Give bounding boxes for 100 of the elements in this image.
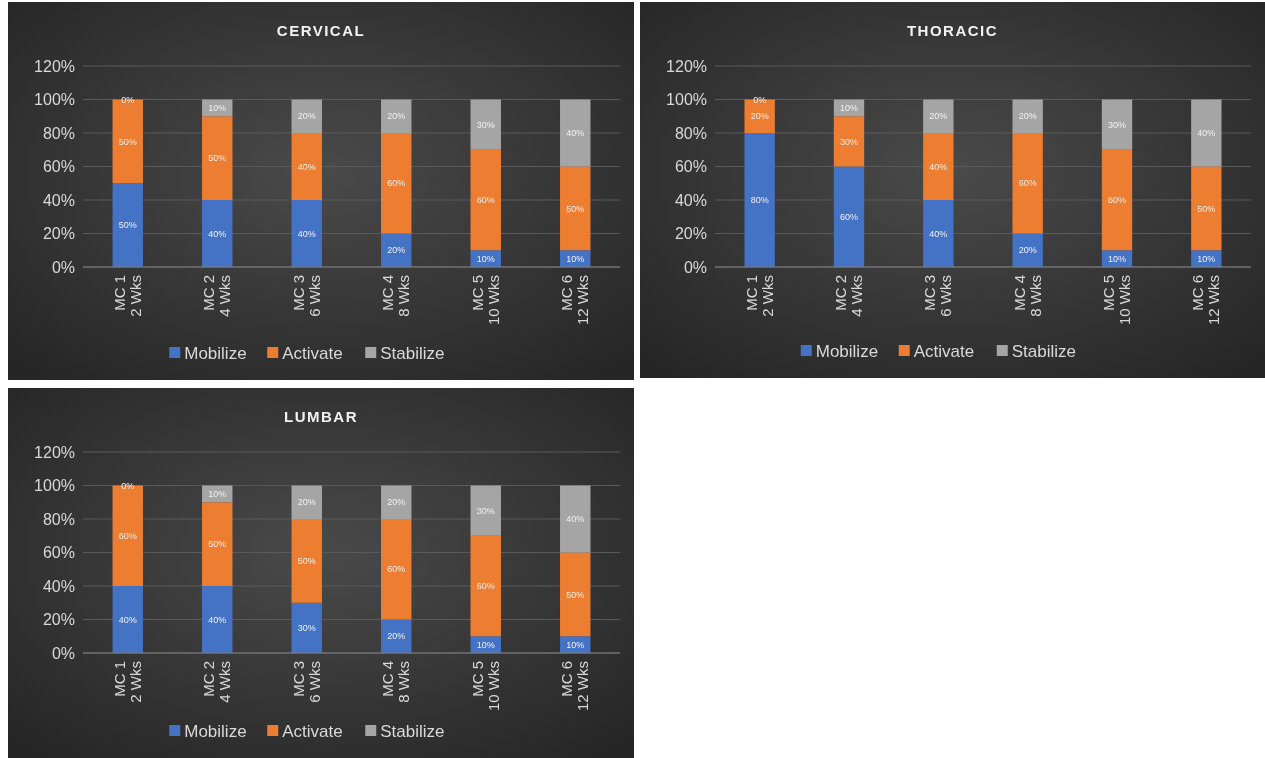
x-tick-label: MC 2 4 Wks — [200, 661, 234, 703]
data-label: 50% — [208, 153, 227, 164]
bar — [833, 116, 865, 167]
x-tick-label: MC 6 12 Wks — [558, 661, 592, 712]
bar — [112, 183, 143, 267]
y-tick-label: 100% — [34, 91, 75, 109]
bar — [560, 166, 591, 251]
data-label: 30% — [839, 136, 859, 147]
bar — [1191, 166, 1222, 251]
data-label: 40% — [208, 614, 227, 625]
data-label: 30% — [1107, 119, 1127, 130]
y-tick-label: 0% — [683, 258, 707, 276]
data-label: 20% — [1018, 111, 1037, 122]
data-label: 40% — [929, 161, 948, 172]
bar — [470, 99, 501, 150]
data-label: 50% — [118, 136, 137, 147]
data-label: 10% — [476, 253, 495, 264]
bar — [923, 200, 954, 267]
legend-label: Stabilize — [380, 721, 445, 741]
bar — [560, 485, 591, 553]
data-label: 60% — [839, 211, 859, 222]
data-label: 50% — [118, 220, 137, 231]
data-label: 10% — [1197, 253, 1216, 264]
bar — [923, 133, 954, 200]
data-label: 50% — [566, 203, 585, 214]
bar — [202, 502, 233, 586]
bar — [291, 519, 322, 603]
legend-label: Mobilize — [184, 343, 247, 363]
chart-title: CERVICAL — [276, 22, 366, 39]
data-label: 40% — [1197, 128, 1216, 139]
data-label: 50% — [566, 589, 585, 600]
y-tick-label: 20% — [42, 225, 75, 243]
legend-label: Activate — [282, 343, 343, 363]
x-tick-label: MC 1 2 Wks — [110, 275, 144, 317]
y-tick-label: 0% — [51, 644, 75, 662]
data-label: 40% — [566, 128, 585, 139]
data-label: 20% — [387, 111, 406, 122]
data-label: 50% — [1197, 203, 1216, 214]
x-tick-label: MC 3 6 Wks — [921, 275, 955, 317]
y-tick-label: 100% — [666, 91, 707, 109]
data-label: 50% — [208, 539, 227, 550]
data-label: 10% — [476, 639, 495, 650]
bar — [1191, 99, 1222, 167]
data-label: 20% — [387, 631, 406, 642]
bar — [470, 149, 501, 251]
y-tick-label: 80% — [674, 124, 707, 142]
chart-title: THORACIC — [906, 22, 999, 39]
bar — [470, 485, 501, 536]
bar — [381, 519, 412, 620]
x-tick-label: MC 3 6 Wks — [289, 275, 323, 317]
data-label: 40% — [297, 161, 316, 172]
bar — [1012, 99, 1043, 133]
x-tick-label: MC 4 8 Wks — [379, 275, 413, 317]
y-tick-label: 20% — [42, 611, 75, 629]
x-tick-label: MC 3 6 Wks — [289, 661, 323, 703]
bar — [381, 485, 412, 519]
data-label: 20% — [1018, 245, 1037, 256]
data-label: 20% — [387, 245, 406, 256]
data-label: 40% — [566, 514, 585, 525]
data-label: 10% — [566, 639, 585, 650]
bar — [560, 552, 591, 637]
data-label: 50% — [297, 556, 316, 567]
bar — [744, 133, 775, 267]
bar — [202, 200, 233, 267]
data-label: 10% — [566, 253, 585, 264]
y-tick-label: 60% — [674, 158, 707, 176]
data-label: 40% — [929, 228, 948, 239]
y-tick-label: 40% — [674, 191, 707, 209]
bar — [381, 133, 412, 234]
legend-label: Stabilize — [380, 343, 445, 363]
data-label: 30% — [476, 119, 495, 130]
data-label: 20% — [929, 111, 948, 122]
legend-label: Stabilize — [1011, 341, 1077, 361]
x-tick-label: MC 2 4 Wks — [200, 275, 234, 317]
y-tick-label: 80% — [42, 510, 75, 528]
bar — [112, 485, 143, 586]
data-label: 30% — [297, 623, 316, 634]
y-tick-label: 40% — [42, 191, 75, 209]
bar — [112, 586, 143, 653]
x-tick-label: MC 4 8 Wks — [1010, 275, 1044, 317]
bar — [202, 116, 233, 200]
data-label: 20% — [297, 111, 316, 122]
bar — [1012, 133, 1043, 234]
data-label: 10% — [208, 489, 227, 500]
legend-label: Activate — [913, 341, 975, 361]
data-label: 60% — [1018, 178, 1037, 189]
bar — [291, 133, 322, 200]
data-label: 60% — [1107, 195, 1127, 206]
bar — [923, 99, 954, 133]
data-label: 60% — [476, 581, 495, 592]
legend-label: Mobilize — [815, 341, 879, 361]
data-label: 80% — [750, 195, 769, 206]
y-tick-label: 40% — [42, 577, 75, 595]
data-label: 60% — [387, 178, 406, 189]
data-label: 40% — [297, 228, 316, 239]
bar — [202, 586, 233, 653]
data-label: 10% — [208, 103, 227, 114]
data-label: 60% — [476, 195, 495, 206]
bar — [470, 535, 501, 637]
data-label: 20% — [387, 497, 406, 508]
